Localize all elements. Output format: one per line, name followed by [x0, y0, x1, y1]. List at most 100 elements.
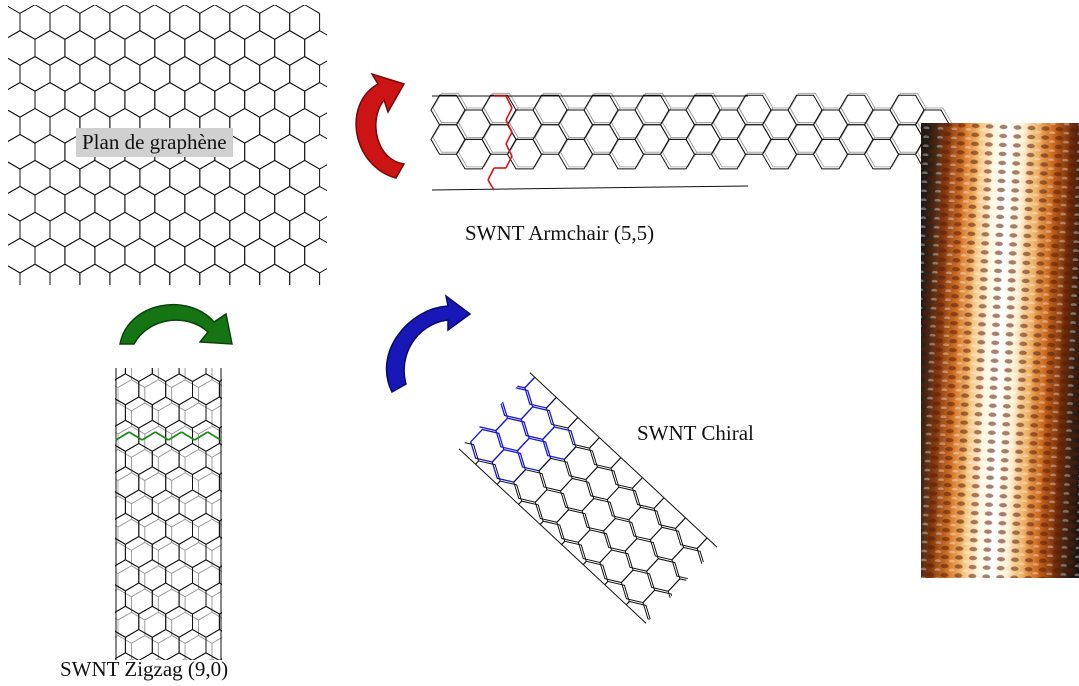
chiral-hexagon — [567, 415, 602, 449]
graphene-hexagon — [184, 82, 216, 118]
graphene-hexagon — [79, 159, 111, 196]
zigzag-back-hexagon — [130, 449, 159, 481]
graphene-hexagon — [19, 107, 51, 144]
chiral-edge-bottom — [458, 448, 647, 624]
chiral-hexagon — [466, 460, 501, 495]
graphene-hexagon — [169, 56, 201, 92]
chiral-hexagon — [696, 535, 718, 570]
chiral-hexagon — [675, 515, 710, 550]
graphene-hexagon — [304, 185, 327, 222]
zigzag-hexagon — [124, 442, 153, 476]
armchair-back-hexagon — [458, 136, 493, 168]
graphene-hexagon — [8, 237, 36, 274]
zigzag-hexagon — [138, 605, 167, 638]
zigzag-hexagon — [124, 535, 153, 569]
zigzag-label: SWNT Zigzag (9,0) — [60, 657, 229, 681]
armchair-highlight-segment — [505, 107, 513, 121]
armchair-highlight-segment — [505, 131, 513, 145]
chiral-hexagon — [556, 509, 591, 543]
graphene-hexagon — [199, 56, 231, 92]
zigzag-back-hexagon — [171, 565, 199, 598]
graphene-hexagon — [8, 265, 21, 285]
graphene-hexagon — [49, 263, 81, 285]
graphene-hexagon — [214, 185, 246, 222]
zigzag-hexagon — [165, 559, 193, 592]
armchair-hexagon — [659, 138, 696, 170]
armchair-highlight-segment — [505, 95, 513, 109]
zigzag-back-hexagon — [115, 495, 132, 528]
zigzag-hexagon — [178, 535, 207, 569]
chiral-highlight-hexagon — [469, 428, 505, 463]
chiral-highlight-hexagon — [524, 374, 559, 409]
armchair-hexagon — [812, 138, 849, 170]
zigzag-hexagon — [218, 425, 222, 446]
graphene-hexagon — [8, 161, 21, 194]
curved-arrow-red-icon — [355, 72, 406, 179]
graphene-hexagon — [244, 185, 276, 222]
zigzag-hexagon — [115, 584, 126, 613]
zigzag-back-hexagon — [157, 495, 186, 528]
graphene-hexagon — [305, 290, 335, 325]
graphene-hexagon — [34, 82, 66, 118]
graphene-hexagon — [35, 290, 65, 325]
graphene-hexagon — [64, 185, 96, 222]
chiral-hexagon — [617, 600, 652, 624]
zigzag-back-hexagon — [225, 659, 252, 686]
graphene-hexagon — [8, 5, 21, 39]
armchair-back-hexagon — [713, 136, 748, 168]
graphene-hexagon — [94, 30, 126, 66]
graphene-hexagon — [139, 5, 171, 40]
zigzag-back-hexagon — [171, 611, 199, 644]
graphene-hexagon — [304, 30, 327, 66]
zigzag-back-hexagon — [184, 588, 213, 621]
chiral-hexagon — [642, 589, 677, 624]
armchair-hexagon — [761, 138, 798, 170]
chiral-hexagon — [563, 446, 598, 481]
armchair-label: SWNT Armchair (5,5) — [465, 221, 655, 245]
zigzag-hexagon — [205, 396, 222, 429]
zigzag-back-hexagon — [225, 519, 252, 550]
zigzag-hexagon — [124, 396, 153, 429]
zigzag-back-hexagon — [225, 426, 252, 457]
zigzag-hexagon — [192, 512, 220, 545]
zigzag-back-hexagon — [144, 518, 173, 551]
armchair-back-hexagon — [611, 136, 646, 168]
graphene-hexagon — [289, 107, 321, 144]
graphene-hexagon — [169, 5, 201, 40]
zigzag-back-hexagon — [117, 425, 146, 458]
chiral-hexagon — [631, 475, 667, 509]
graphene-hexagon — [244, 133, 276, 170]
armchair-back-hexagon — [662, 136, 697, 168]
zigzag-hexagon — [178, 442, 207, 476]
armchair-back-hexagon — [560, 136, 595, 168]
graphene-hexagon — [8, 133, 36, 170]
graphene-hexagon — [275, 290, 305, 325]
chiral-hexagon — [649, 526, 685, 561]
graphene-hexagon — [229, 159, 261, 196]
chiral-hexagon — [560, 477, 595, 512]
zigzag-hexagon — [151, 582, 180, 615]
zigzag-back-hexagon — [211, 368, 222, 387]
chiral-highlight-hexagon — [516, 437, 552, 472]
graphene-hexagon — [5, 290, 35, 325]
zigzag-hexagon — [205, 628, 222, 660]
graphene-hexagon — [124, 185, 156, 222]
zigzag-back-hexagon — [144, 611, 173, 644]
zigzag-highlight-segment — [181, 431, 196, 441]
chiral-hexagon — [577, 529, 613, 564]
graphene-hexagon — [64, 237, 96, 274]
zigzag-back-hexagon — [117, 611, 146, 644]
graphene-hexagon — [289, 263, 321, 285]
zigzag-back-hexagon — [130, 402, 159, 435]
chiral-hexagon — [663, 609, 699, 624]
zigzag-back-hexagon — [130, 368, 159, 388]
graphene-hexagon — [229, 211, 261, 248]
zigzag-hexagon — [205, 368, 222, 383]
graphene-hexagon — [49, 5, 81, 40]
graphene-hexagon — [304, 237, 327, 274]
graphene-hexagon — [245, 290, 275, 325]
graphene-hexagon — [49, 56, 81, 92]
graphene-hexagon — [199, 263, 231, 285]
graphene-hexagon — [274, 185, 306, 222]
zigzag-hexagon — [165, 466, 193, 499]
